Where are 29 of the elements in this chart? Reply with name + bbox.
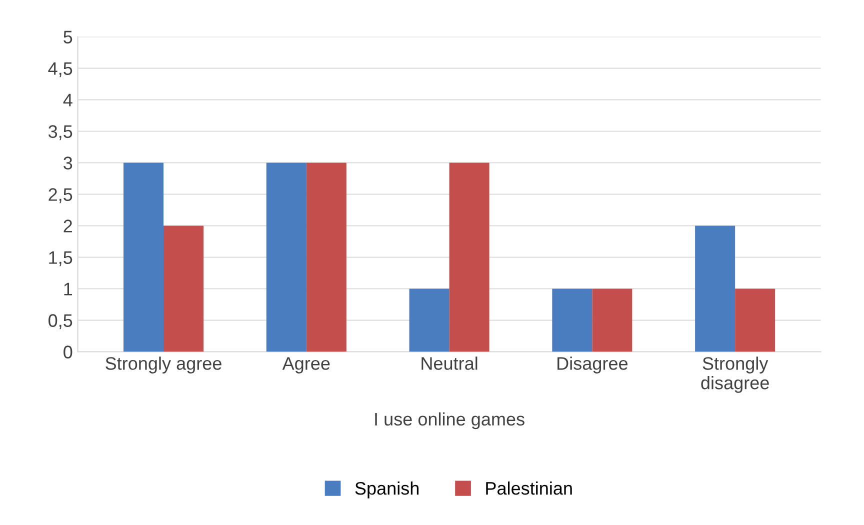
x-tick-label: Strongly agree — [106, 356, 222, 374]
y-tick-label: 1,5 — [49, 251, 72, 266]
y-tick-label: 0 — [64, 346, 72, 358]
x-tick-label: Neutral — [422, 356, 478, 370]
bar — [306, 162, 346, 352]
x-tick-label: Disagree — [558, 356, 628, 374]
bar — [449, 162, 490, 352]
y-tick-label: 3 — [64, 156, 72, 170]
y-tick-label: 4 — [63, 94, 72, 106]
x-tick-label: Agree — [282, 357, 330, 374]
legend-label: Palestinian — [486, 481, 572, 495]
x-tick-label: Strongly disagree — [701, 356, 769, 393]
bar — [123, 162, 164, 352]
y-tick-label: 3,5 — [48, 125, 72, 140]
bar — [163, 226, 204, 352]
y-tick-label: 2 — [64, 220, 72, 232]
legend-label: Spanish — [355, 481, 419, 498]
y-tick-label: 5 — [64, 30, 72, 44]
y-tick-label: 2,5 — [48, 188, 72, 204]
x-axis-title: I use online games — [375, 412, 524, 430]
y-tick-label: 4,5 — [48, 62, 72, 78]
bar — [735, 288, 776, 352]
y-tick-label: 1 — [64, 282, 72, 296]
bar — [552, 288, 592, 352]
bar — [592, 288, 632, 352]
bar — [695, 226, 736, 352]
bar — [409, 288, 450, 352]
y-tick-label: 0,5 — [48, 314, 72, 330]
bar — [266, 162, 306, 352]
